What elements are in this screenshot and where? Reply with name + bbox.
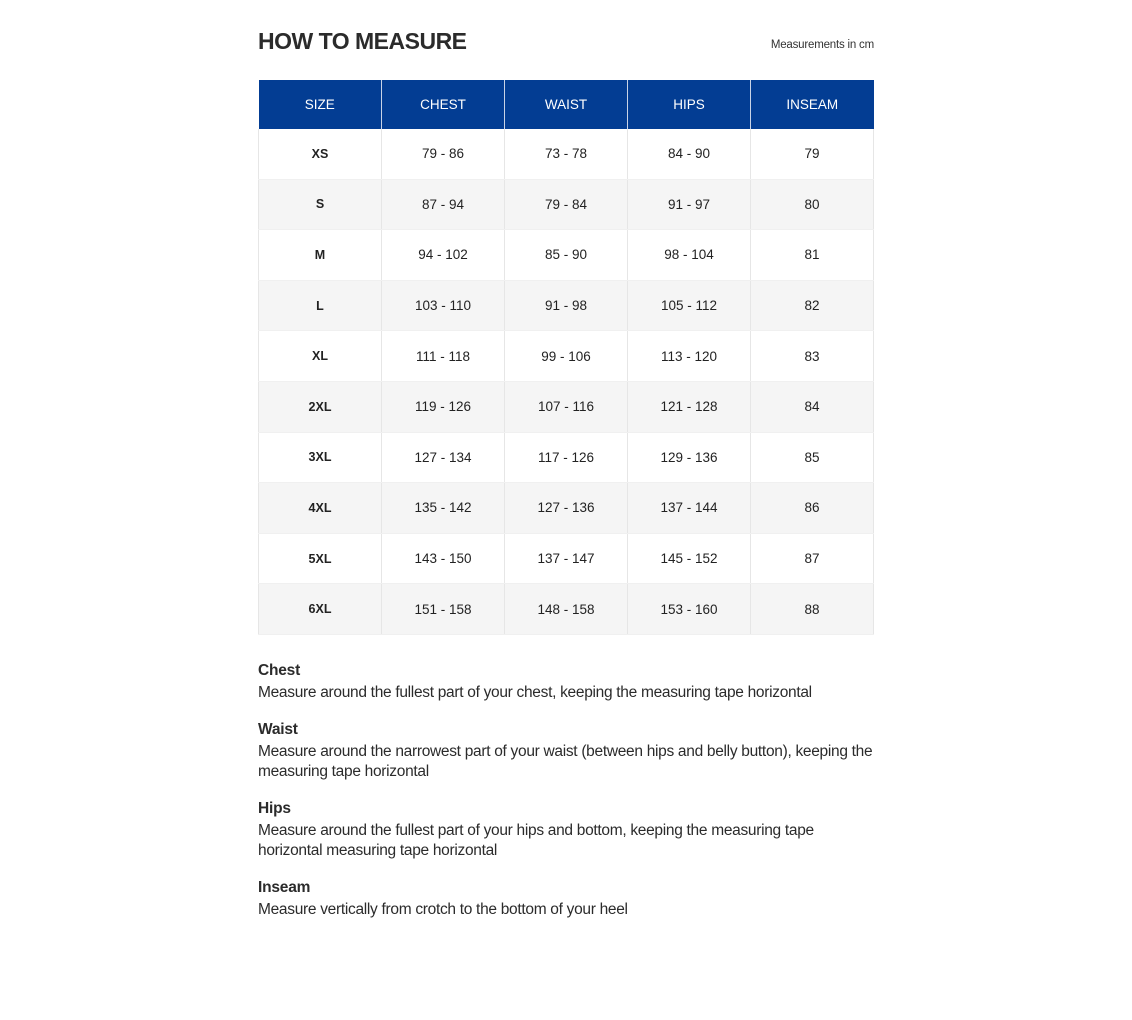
table-row: XL 111 - 118 99 - 106 113 - 120 83: [258, 330, 874, 382]
measurement-cell: 94 - 102: [381, 229, 505, 281]
measurement-cell: 135 - 142: [381, 482, 505, 534]
size-cell: 3XL: [258, 432, 382, 484]
measurement-cell: 79 - 86: [381, 129, 505, 180]
measurement-cell: 151 - 158: [381, 583, 505, 635]
table-row: M 94 - 102 85 - 90 98 - 104 81: [258, 229, 874, 281]
measurement-cell: 127 - 134: [381, 432, 505, 484]
size-cell: L: [258, 280, 382, 332]
table-header-row: SIZE CHEST WAIST HIPS INSEAM: [258, 80, 874, 129]
measurement-cell: 79 - 84: [504, 179, 628, 231]
column-header-chest: CHEST: [381, 80, 505, 129]
measurement-cell: 137 - 144: [627, 482, 751, 534]
measurement-cell: 88: [750, 583, 874, 635]
size-cell: XL: [258, 330, 382, 382]
size-cell: 2XL: [258, 381, 382, 433]
size-cell: 6XL: [258, 583, 382, 635]
measurement-cell: 111 - 118: [381, 330, 505, 382]
page-title: HOW TO MEASURE: [258, 28, 467, 54]
measurement-cell: 129 - 136: [627, 432, 751, 484]
measurement-cell: 82: [750, 280, 874, 332]
size-cell: XS: [258, 129, 382, 180]
measurement-cell: 87 - 94: [381, 179, 505, 231]
measurement-cell: 85 - 90: [504, 229, 628, 281]
measurement-cell: 81: [750, 229, 874, 281]
note-hips: Hips Measure around the fullest part of y…: [258, 800, 874, 861]
measurement-cell: 153 - 160: [627, 583, 751, 635]
table-row: 4XL 135 - 142 127 - 136 137 - 144 86: [258, 482, 874, 534]
size-cell: 5XL: [258, 533, 382, 585]
measurement-cell: 105 - 112: [627, 280, 751, 332]
measurement-cell: 87: [750, 533, 874, 585]
table-row: 6XL 151 - 158 148 - 158 153 - 160 88: [258, 583, 874, 635]
measure-instructions: Chest Measure around the fullest part of …: [258, 662, 874, 938]
measurement-cell: 137 - 147: [504, 533, 628, 585]
note-chest: Chest Measure around the fullest part of …: [258, 662, 874, 703]
measurement-cell: 119 - 126: [381, 381, 505, 433]
table-row: L 103 - 110 91 - 98 105 - 112 82: [258, 280, 874, 332]
measurement-cell: 143 - 150: [381, 533, 505, 585]
measurement-cell: 80: [750, 179, 874, 231]
note-inseam: Inseam Measure vertically from crotch to …: [258, 879, 874, 920]
measurement-cell: 85: [750, 432, 874, 484]
measurement-cell: 98 - 104: [627, 229, 751, 281]
note-text: Measure vertically from crotch to the bo…: [258, 901, 628, 918]
measurement-cell: 73 - 78: [504, 129, 628, 180]
table-row: 5XL 143 - 150 137 - 147 145 - 152 87: [258, 533, 874, 585]
note-heading: Chest: [258, 662, 301, 679]
measurement-cell: 103 - 110: [381, 280, 505, 332]
measurement-cell: 127 - 136: [504, 482, 628, 534]
column-header-waist: WAIST: [504, 80, 628, 129]
note-text: Measure around the fullest part of your …: [258, 684, 812, 701]
note-heading: Waist: [258, 721, 298, 738]
size-cell: 4XL: [258, 482, 382, 534]
measurement-cell: 84: [750, 381, 874, 433]
measurement-cell: 145 - 152: [627, 533, 751, 585]
size-cell: S: [258, 179, 382, 231]
measurement-cell: 83: [750, 330, 874, 382]
size-cell: M: [258, 229, 382, 281]
measurement-cell: 91 - 97: [627, 179, 751, 231]
table-row: XS 79 - 86 73 - 78 84 - 90 79: [258, 129, 874, 180]
table-row: 2XL 119 - 126 107 - 116 121 - 128 84: [258, 381, 874, 433]
measurement-cell: 121 - 128: [627, 381, 751, 433]
note-waist: Waist Measure around the narrowest part o…: [258, 721, 874, 782]
measurement-cell: 84 - 90: [627, 129, 751, 180]
measurement-cell: 91 - 98: [504, 280, 628, 332]
note-heading: Hips: [258, 800, 291, 817]
measurement-cell: 117 - 126: [504, 432, 628, 484]
table-row: S 87 - 94 79 - 84 91 - 97 80: [258, 179, 874, 231]
note-text: Measure around the narrowest part of you…: [258, 743, 873, 780]
measurement-cell: 148 - 158: [504, 583, 628, 635]
column-header-size: SIZE: [258, 80, 382, 129]
measurement-cell: 79: [750, 129, 874, 180]
unit-note: Measurements in cm: [770, 39, 874, 51]
table-row: 3XL 127 - 134 117 - 126 129 - 136 85: [258, 432, 874, 484]
measurement-cell: 107 - 116: [504, 381, 628, 433]
measurement-cell: 113 - 120: [627, 330, 751, 382]
note-heading: Inseam: [258, 879, 311, 896]
note-text: Measure around the fullest part of your …: [258, 822, 814, 859]
measurement-cell: 99 - 106: [504, 330, 628, 382]
column-header-hips: HIPS: [627, 80, 751, 129]
measurement-cell: 86: [750, 482, 874, 534]
size-table: SIZE CHEST WAIST HIPS INSEAM XS 79 - 86 73 - 7…: [258, 80, 874, 635]
column-header-inseam: INSEAM: [750, 80, 874, 129]
